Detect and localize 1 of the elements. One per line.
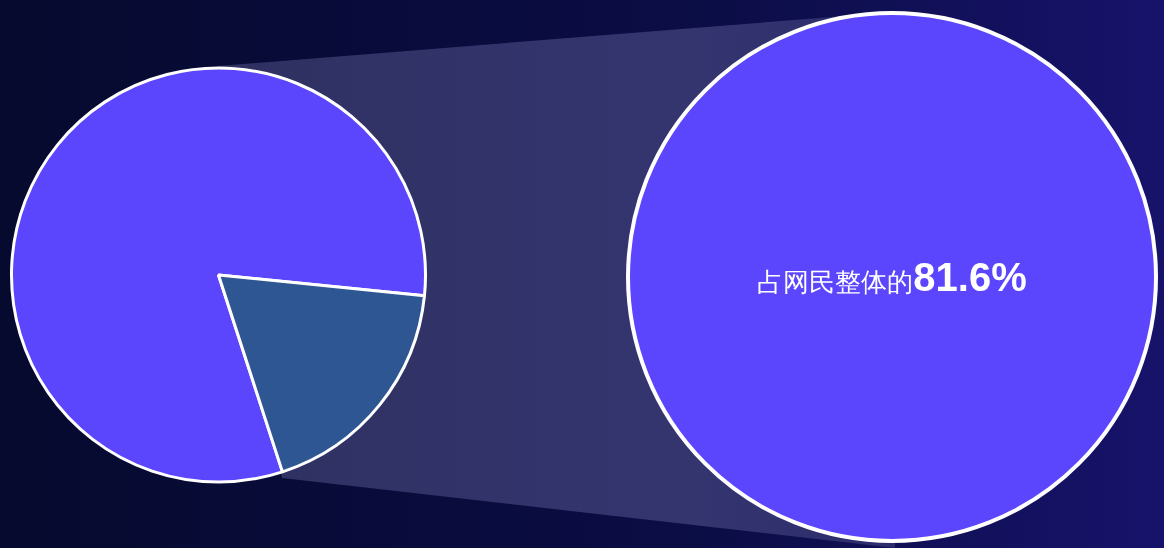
magnified-circle: 占网民整体的81.6% — [626, 11, 1158, 543]
